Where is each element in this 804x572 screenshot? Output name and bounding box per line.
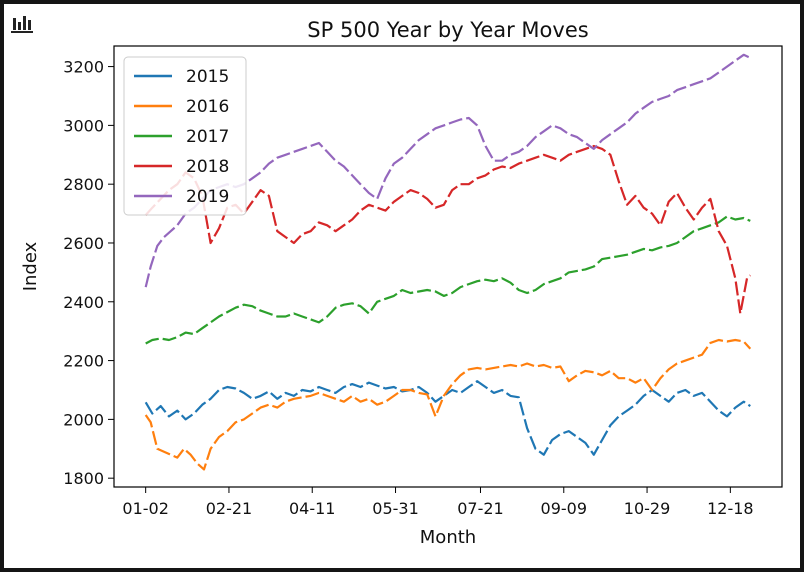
bar-chart-icon[interactable] [10, 10, 34, 34]
x-tick-label: 12-18 [707, 499, 754, 518]
x-tick-label: 02-21 [206, 499, 253, 518]
x-tick-label: 07-21 [457, 499, 504, 518]
legend-label-2015: 2015 [186, 67, 229, 87]
y-tick-label: 2400 [63, 293, 104, 312]
axes-box [113, 45, 783, 488]
y-tick-label: 2600 [63, 234, 104, 253]
x-tick-label: 04-11 [289, 499, 336, 518]
series-line-2015 [144, 380, 751, 456]
series-line-2018 [144, 144, 752, 315]
y-tick-label: 2800 [63, 175, 104, 194]
series-line-2016 [144, 338, 752, 471]
y-tick-label: 2000 [63, 410, 104, 429]
chart-title: SP 500 Year by Year Moves [307, 18, 588, 42]
x-tick-label: 05-31 [372, 499, 419, 518]
series-line-2017 [145, 215, 751, 345]
legend-box [123, 56, 247, 216]
x-axis-label: Month [420, 527, 476, 548]
y-tick-label: 2200 [63, 352, 104, 371]
legend-label-2016: 2016 [186, 97, 229, 117]
y-axis-label: Index [20, 241, 41, 291]
legend: 2015 2016 2017 2018 2019 [123, 56, 247, 216]
x-tick-label: 10-29 [624, 499, 671, 518]
x-tick-label: 09-09 [541, 499, 588, 518]
y-tick-label: 3200 [63, 58, 104, 77]
y-tick-label: 1800 [63, 469, 104, 488]
ticks-layer: 01-02 02-21 04-11 05-31 07-21 09-09 10-29 12-18… [63, 58, 753, 518]
x-tick-label: 01-02 [122, 499, 169, 518]
legend-label-2018: 2018 [186, 157, 229, 177]
y-tick-label: 3000 [63, 116, 104, 135]
legend-label-2019: 2019 [186, 187, 229, 207]
legend-label-2017: 2017 [186, 127, 229, 147]
